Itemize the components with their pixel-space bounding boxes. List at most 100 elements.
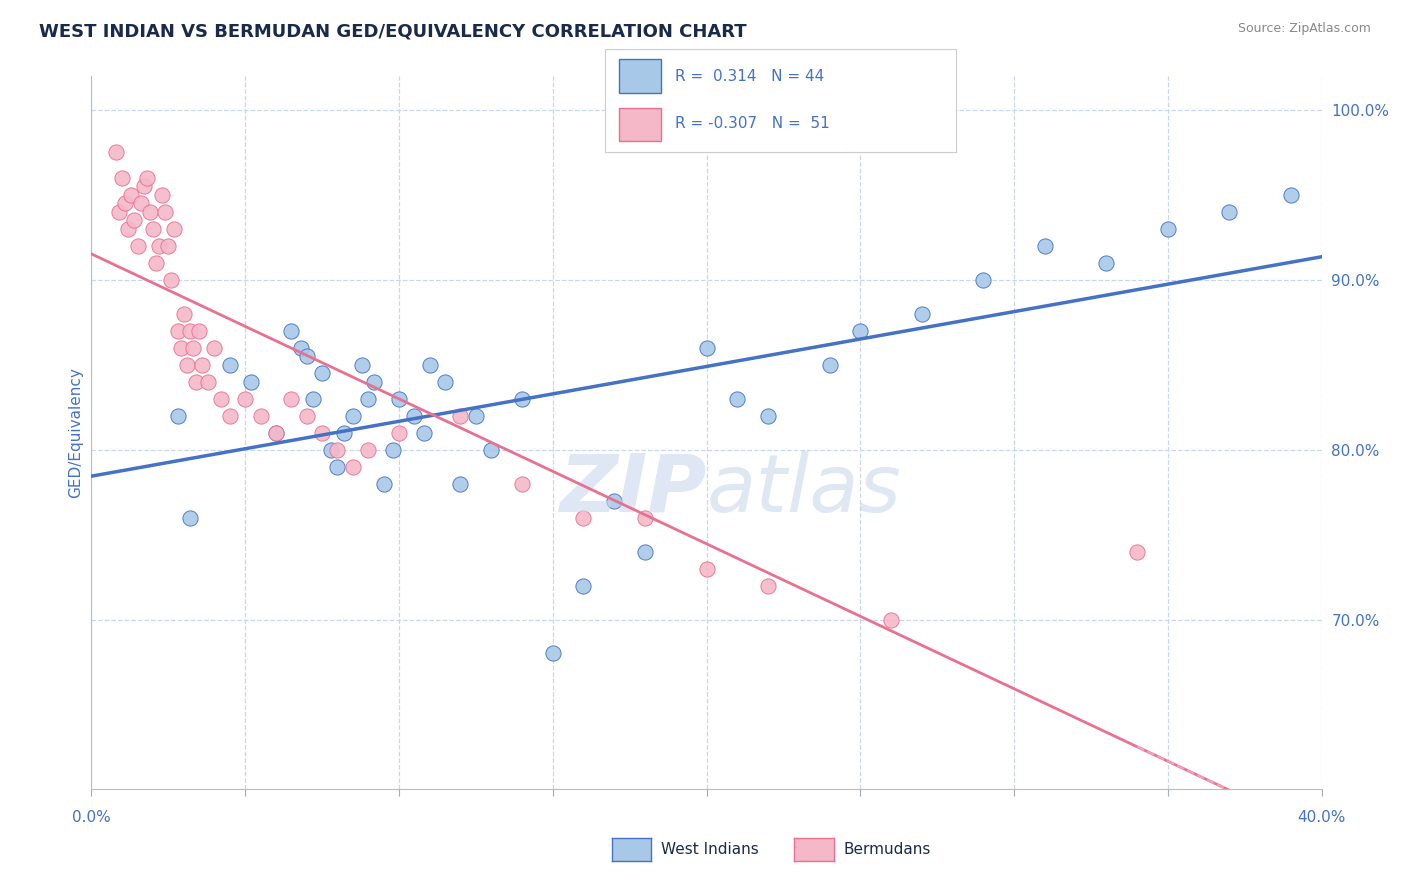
Point bbox=[1157, 221, 1180, 235]
Point bbox=[202, 341, 225, 355]
Point bbox=[218, 409, 240, 423]
Point bbox=[342, 409, 364, 423]
Point bbox=[342, 459, 364, 474]
Text: West Indians: West Indians bbox=[661, 842, 759, 856]
Bar bbox=[619, 108, 661, 141]
Point bbox=[1033, 238, 1056, 252]
Point bbox=[357, 392, 380, 406]
Point bbox=[129, 196, 152, 211]
Point bbox=[1126, 544, 1149, 558]
Point bbox=[756, 409, 779, 423]
Point bbox=[295, 409, 318, 423]
Text: ZIP: ZIP bbox=[560, 450, 706, 529]
Point bbox=[249, 409, 271, 423]
Text: 40.0%: 40.0% bbox=[1298, 810, 1346, 825]
Point bbox=[191, 358, 214, 372]
Point bbox=[179, 510, 201, 524]
Point bbox=[373, 476, 395, 491]
Point bbox=[880, 613, 903, 627]
Y-axis label: GED/Equivalency: GED/Equivalency bbox=[67, 368, 83, 498]
Text: atlas: atlas bbox=[706, 450, 901, 529]
Point bbox=[114, 196, 136, 211]
Point bbox=[157, 238, 180, 252]
Point bbox=[572, 578, 595, 592]
Point bbox=[363, 375, 385, 389]
Point bbox=[479, 442, 502, 457]
Point bbox=[603, 493, 626, 508]
Point bbox=[117, 221, 139, 235]
Point bbox=[412, 425, 434, 440]
Point bbox=[464, 409, 486, 423]
Point bbox=[139, 204, 162, 219]
Point bbox=[818, 358, 841, 372]
Point bbox=[419, 358, 441, 372]
Point bbox=[572, 510, 595, 524]
Point bbox=[510, 476, 533, 491]
Text: 0.0%: 0.0% bbox=[72, 810, 111, 825]
Point bbox=[127, 238, 149, 252]
Point bbox=[290, 341, 312, 355]
Point bbox=[434, 375, 457, 389]
Point bbox=[233, 392, 256, 406]
Point bbox=[388, 392, 411, 406]
Point bbox=[166, 324, 188, 338]
Point bbox=[1279, 187, 1302, 202]
Point bbox=[381, 442, 404, 457]
Point bbox=[209, 392, 232, 406]
Point bbox=[280, 324, 302, 338]
Point bbox=[449, 476, 471, 491]
Point bbox=[404, 409, 426, 423]
Point bbox=[634, 510, 657, 524]
Point bbox=[311, 425, 333, 440]
Text: Bermudans: Bermudans bbox=[844, 842, 931, 856]
Text: Source: ZipAtlas.com: Source: ZipAtlas.com bbox=[1237, 22, 1371, 36]
Point bbox=[218, 358, 240, 372]
Text: R =  0.314   N = 44: R = 0.314 N = 44 bbox=[675, 70, 824, 84]
Point bbox=[163, 221, 186, 235]
Point bbox=[153, 204, 177, 219]
Point bbox=[332, 425, 354, 440]
Point bbox=[188, 324, 211, 338]
Point bbox=[357, 442, 380, 457]
Point bbox=[350, 358, 373, 372]
Point bbox=[169, 341, 191, 355]
Point bbox=[326, 459, 349, 474]
Point bbox=[849, 324, 872, 338]
Point bbox=[321, 442, 343, 457]
Point bbox=[148, 238, 170, 252]
Point bbox=[166, 409, 188, 423]
Point bbox=[173, 307, 195, 321]
Point bbox=[696, 561, 718, 575]
Point bbox=[264, 425, 287, 440]
Point bbox=[145, 256, 167, 270]
Point bbox=[725, 392, 748, 406]
Point bbox=[120, 187, 142, 202]
Point bbox=[388, 425, 411, 440]
Point bbox=[634, 544, 657, 558]
Point bbox=[1218, 204, 1240, 219]
Point bbox=[111, 170, 134, 185]
Point bbox=[326, 442, 349, 457]
Point bbox=[264, 425, 287, 440]
Bar bbox=[619, 59, 661, 93]
Point bbox=[108, 204, 131, 219]
Point bbox=[197, 375, 219, 389]
Point bbox=[911, 307, 934, 321]
Text: R = -0.307   N =  51: R = -0.307 N = 51 bbox=[675, 117, 830, 131]
Point bbox=[510, 392, 533, 406]
Point bbox=[280, 392, 302, 406]
Point bbox=[176, 358, 198, 372]
Point bbox=[301, 392, 323, 406]
Point bbox=[132, 179, 155, 194]
Point bbox=[142, 221, 165, 235]
Text: WEST INDIAN VS BERMUDAN GED/EQUIVALENCY CORRELATION CHART: WEST INDIAN VS BERMUDAN GED/EQUIVALENCY … bbox=[39, 22, 747, 40]
Point bbox=[311, 366, 333, 380]
Point bbox=[124, 213, 146, 227]
Point bbox=[150, 187, 173, 202]
Point bbox=[541, 647, 564, 661]
Point bbox=[160, 273, 183, 287]
Point bbox=[135, 170, 157, 185]
Point bbox=[756, 578, 779, 592]
Point bbox=[696, 341, 718, 355]
Point bbox=[184, 375, 207, 389]
